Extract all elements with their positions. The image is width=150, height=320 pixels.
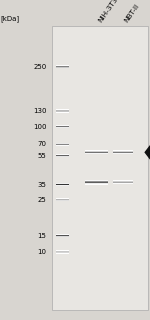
Text: 250: 250: [33, 64, 46, 70]
Text: 35: 35: [38, 181, 46, 188]
Text: 15: 15: [38, 233, 46, 239]
Text: NIH-3T3: NIH-3T3: [97, 0, 118, 24]
Text: [kDa]: [kDa]: [1, 16, 20, 22]
Text: 25: 25: [38, 197, 46, 203]
Text: 55: 55: [38, 153, 46, 159]
Text: NBT-II: NBT-II: [123, 3, 140, 24]
Text: 70: 70: [38, 141, 46, 148]
Text: 100: 100: [33, 124, 46, 130]
Polygon shape: [145, 146, 150, 159]
Bar: [52, 26, 148, 310]
Text: 130: 130: [33, 108, 46, 114]
Text: 10: 10: [38, 249, 46, 255]
